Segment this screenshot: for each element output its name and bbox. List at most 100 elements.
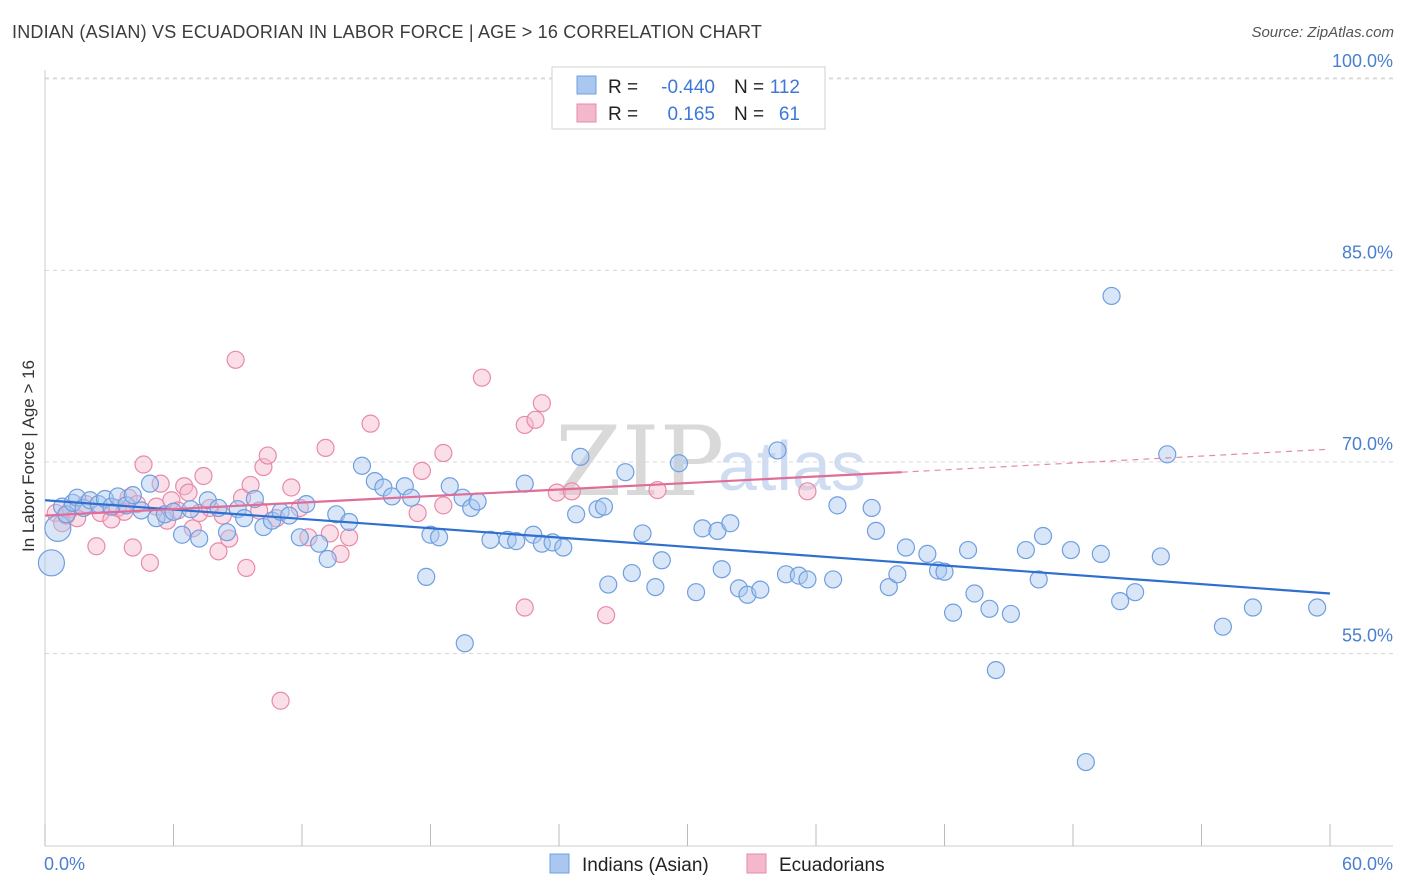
ecuadorians-point [340, 528, 359, 547]
axes [44, 70, 1393, 847]
indians-point [382, 487, 402, 506]
indians-point [1029, 570, 1048, 589]
indians-point [616, 463, 635, 482]
ecuadorians-trend-extension [901, 448, 1331, 473]
legend-n-value-blue: 112 [770, 77, 800, 98]
indians-trend-line [44, 499, 1331, 595]
indians-point [879, 577, 898, 597]
legend-n-label-pink: N = [734, 104, 764, 125]
ecuadorians-point [526, 410, 545, 429]
indians-point [721, 514, 740, 533]
ecuadorians-point [597, 606, 616, 625]
indians-point [280, 506, 299, 525]
indians-point [352, 456, 372, 475]
ecuadorians-point [140, 553, 160, 572]
indians-point [164, 502, 183, 521]
indians-point [1213, 617, 1233, 636]
indians-point [1091, 544, 1110, 563]
ecuadorians-point [254, 457, 273, 477]
indians-point [123, 486, 142, 505]
ecuadorians-point [408, 503, 427, 523]
indians-point [290, 528, 309, 547]
indians-point [686, 583, 706, 602]
legend-r-label-pink: R = [608, 104, 638, 125]
indians-points [37, 286, 1327, 772]
ecuadorians-point [472, 368, 491, 387]
legend-box [551, 66, 826, 130]
ecuadorians-point [361, 414, 380, 433]
ecuadorians-point [179, 483, 198, 502]
indians-point [768, 441, 787, 460]
bottom-legend-label-indians: Indians (Asian) [582, 855, 709, 876]
legend-swatch-pink [576, 103, 597, 123]
y-tick-label: 85.0% [1342, 242, 1393, 262]
y-tick-labels: 55.0% 70.0% 85.0% 100.0% [1332, 51, 1393, 646]
indians-point [866, 521, 886, 541]
x-tick-label-min: 0.0% [44, 854, 85, 874]
indians-point [515, 474, 534, 493]
ecuadorians-point [434, 496, 453, 515]
ecuadorians-point [87, 537, 106, 556]
indians-point [245, 489, 264, 509]
indians-point [652, 551, 671, 570]
x-tick-labels: 0.0% 60.0% [44, 854, 1393, 874]
indians-point [896, 538, 916, 557]
indians-point [140, 474, 160, 493]
indians-point [37, 549, 66, 577]
indians-point [1033, 526, 1053, 546]
indians-point [571, 447, 590, 466]
indians-point [1016, 540, 1035, 560]
ecuadorians-point [134, 455, 153, 474]
indians-point [310, 534, 329, 553]
indians-point [172, 525, 192, 544]
indians-point [395, 477, 414, 496]
y-tick-label: 100.0% [1332, 51, 1393, 71]
indians-point [567, 505, 586, 524]
legend-n-label-blue: N = [734, 77, 764, 98]
series-legend: Indians (Asian) Ecuadorians [549, 853, 885, 876]
indians-point [1111, 592, 1130, 611]
indians-point [958, 540, 978, 560]
watermark-atlas: atlas [718, 427, 866, 505]
ecuadorians-point [412, 461, 432, 480]
ecuadorians-point [123, 538, 142, 557]
source-label: Source: ZipAtlas.com [1251, 24, 1394, 41]
legend-r-value-blue: -0.440 [661, 77, 715, 98]
ecuadorians-point [515, 598, 534, 617]
y-tick-label: 55.0% [1342, 626, 1393, 646]
indians-point [507, 532, 526, 551]
indians-point [986, 661, 1006, 680]
indians-point [918, 544, 937, 563]
indians-point [751, 580, 770, 599]
indians-point [554, 538, 573, 557]
indians-point [622, 563, 641, 583]
x-tick-label-max: 60.0% [1342, 854, 1393, 874]
indians-point [1061, 540, 1080, 560]
indians-point [633, 524, 652, 543]
legend-n-value-pink: 61 [779, 104, 800, 125]
ecuadorians-point [271, 691, 290, 710]
indians-point [862, 498, 881, 518]
indians-point [798, 570, 817, 589]
ecuadorians-trend-line [44, 471, 902, 517]
indians-point [980, 599, 999, 618]
ecuadorians-point [151, 474, 170, 493]
indians-point [646, 577, 665, 597]
legend-swatch-blue [576, 75, 597, 95]
indians-point [943, 603, 963, 622]
legend-r-value-pink: 0.165 [667, 104, 715, 125]
indians-point [190, 529, 209, 548]
watermark: ZIP atlas [555, 406, 866, 518]
trend-lines [44, 448, 1331, 595]
bottom-legend-label-ecuadorians: Ecuadorians [779, 855, 885, 876]
ecuadorians-point [241, 475, 260, 495]
chart-title: INDIAN (ASIAN) VS ECUADORIAN IN LABOR FO… [12, 22, 763, 42]
indians-point [965, 584, 984, 603]
indians-point [455, 634, 474, 653]
indians-point [468, 492, 487, 511]
ecuadorians-point [258, 446, 277, 465]
ecuadorians-point [515, 415, 534, 435]
indians-point [297, 494, 316, 514]
ecuadorians-point [434, 443, 453, 463]
